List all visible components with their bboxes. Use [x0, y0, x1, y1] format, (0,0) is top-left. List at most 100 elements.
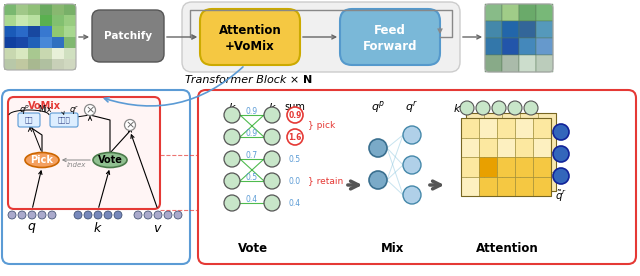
Bar: [519, 38, 536, 55]
Circle shape: [264, 107, 280, 123]
Bar: [471, 147, 489, 166]
Text: 0.4: 0.4: [246, 195, 258, 205]
Bar: [489, 108, 507, 128]
Bar: [16, 15, 28, 26]
Bar: [4, 26, 16, 37]
Circle shape: [403, 156, 421, 174]
Circle shape: [476, 101, 490, 115]
FancyBboxPatch shape: [182, 2, 460, 72]
Circle shape: [154, 211, 162, 219]
Bar: [485, 4, 502, 21]
Bar: [40, 4, 52, 15]
Bar: [502, 132, 520, 152]
Bar: [64, 48, 76, 59]
Bar: [16, 26, 28, 37]
Circle shape: [369, 139, 387, 157]
Bar: [485, 55, 502, 72]
Text: N: N: [303, 75, 312, 85]
Bar: [497, 118, 515, 137]
Bar: [543, 128, 561, 147]
Bar: [52, 48, 64, 59]
Bar: [4, 37, 16, 48]
Bar: [515, 157, 533, 176]
Circle shape: [28, 211, 36, 219]
Bar: [461, 137, 479, 157]
Circle shape: [18, 211, 26, 219]
Bar: [16, 4, 28, 15]
Bar: [507, 147, 525, 166]
Circle shape: [553, 146, 569, 162]
Circle shape: [524, 101, 538, 115]
Bar: [484, 113, 502, 132]
Bar: [533, 157, 551, 176]
Bar: [520, 113, 538, 132]
Text: $k$: $k$: [228, 101, 236, 113]
FancyBboxPatch shape: [50, 113, 78, 127]
Bar: [485, 21, 502, 38]
Bar: [479, 118, 497, 137]
Text: Feed: Feed: [374, 25, 406, 38]
Text: +VoMix: +VoMix: [225, 39, 275, 52]
Text: index: index: [67, 162, 86, 168]
Text: 0.0: 0.0: [289, 176, 301, 185]
Bar: [536, 21, 553, 38]
Bar: [64, 26, 76, 37]
Text: Mix: Mix: [381, 242, 404, 254]
Bar: [64, 59, 76, 70]
Text: $k$: $k$: [93, 221, 103, 235]
Circle shape: [264, 195, 280, 211]
Bar: [525, 147, 543, 166]
Bar: [502, 55, 519, 72]
Bar: [485, 38, 502, 55]
Circle shape: [553, 124, 569, 140]
Bar: [502, 21, 519, 38]
Bar: [538, 113, 556, 132]
FancyBboxPatch shape: [18, 113, 40, 127]
Circle shape: [264, 173, 280, 189]
Text: $v$: $v$: [153, 222, 163, 235]
Bar: [52, 59, 64, 70]
Text: 0.4: 0.4: [289, 198, 301, 208]
Circle shape: [174, 211, 182, 219]
Bar: [40, 26, 52, 37]
Circle shape: [104, 211, 112, 219]
Bar: [461, 157, 479, 176]
Text: 0.9: 0.9: [288, 110, 301, 120]
Bar: [536, 38, 553, 55]
FancyBboxPatch shape: [2, 90, 190, 264]
Bar: [479, 137, 497, 157]
Ellipse shape: [25, 153, 59, 168]
Bar: [64, 15, 76, 26]
Bar: [461, 118, 479, 137]
Text: Mix: Mix: [38, 105, 52, 113]
Text: ×: ×: [85, 105, 95, 115]
Text: 0.5: 0.5: [246, 174, 258, 182]
Bar: [16, 37, 28, 48]
Bar: [538, 171, 556, 191]
Text: $k$: $k$: [268, 101, 276, 113]
Bar: [479, 157, 497, 176]
Circle shape: [134, 211, 142, 219]
Bar: [502, 4, 519, 21]
Bar: [497, 137, 515, 157]
Bar: [52, 37, 64, 48]
Text: 1.6: 1.6: [288, 132, 301, 142]
Bar: [543, 108, 561, 128]
Bar: [40, 15, 52, 26]
Text: 0.9: 0.9: [246, 129, 258, 139]
Bar: [466, 132, 484, 152]
Circle shape: [369, 171, 387, 189]
Bar: [519, 21, 536, 38]
Bar: [471, 108, 489, 128]
Bar: [4, 59, 16, 70]
Ellipse shape: [93, 153, 127, 168]
Bar: [40, 59, 52, 70]
Bar: [64, 37, 76, 48]
Bar: [525, 166, 543, 186]
Text: sum: sum: [285, 102, 305, 112]
Bar: [538, 152, 556, 171]
FancyBboxPatch shape: [8, 97, 160, 209]
Text: $\tilde{q}^r$: $\tilde{q}^r$: [555, 189, 567, 204]
Bar: [40, 37, 52, 48]
Circle shape: [287, 107, 303, 123]
